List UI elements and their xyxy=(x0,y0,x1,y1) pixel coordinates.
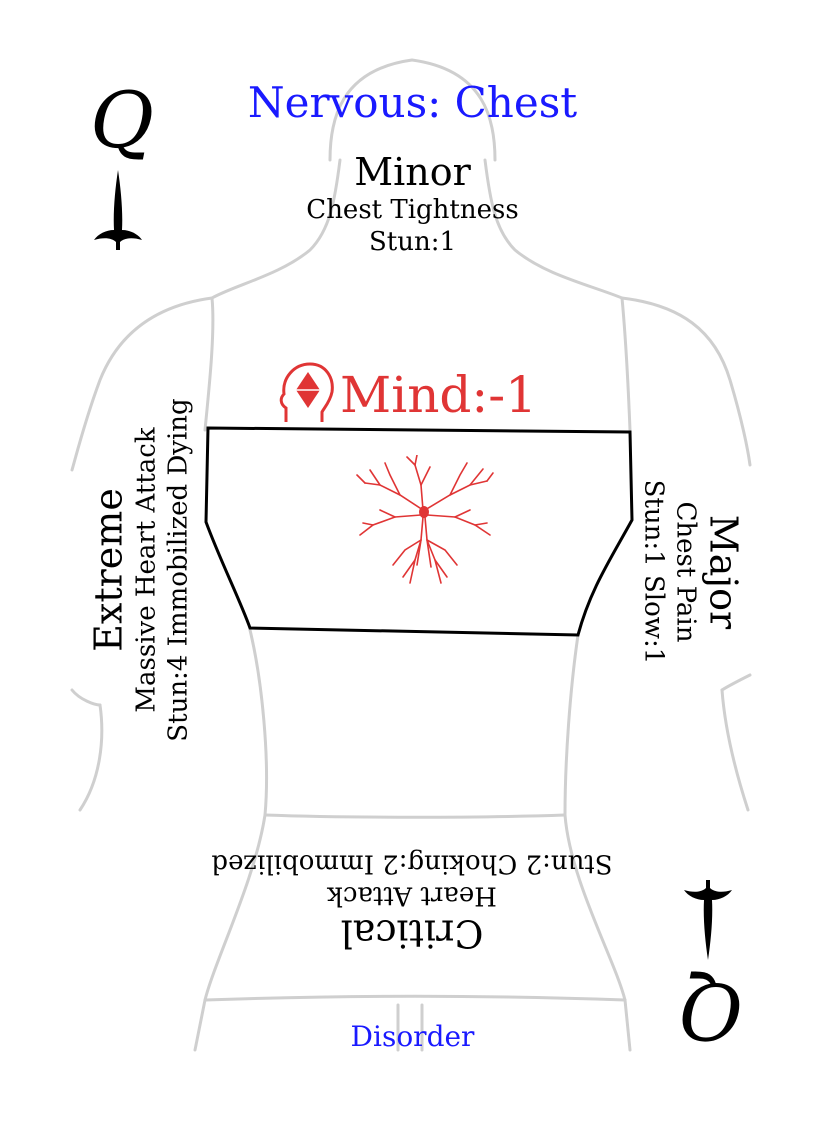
extreme-effect: Massive Heart Attack xyxy=(131,427,162,713)
minor-effect: Chest Tightness xyxy=(306,194,519,225)
extreme-block: Extreme Massive Heart Attack Stun:4 Immo… xyxy=(86,398,196,742)
major-block: Major Chest Pain Stun:1 Slow:1 xyxy=(637,479,746,665)
minor-label: Minor xyxy=(354,150,471,194)
rank-top-left: Q xyxy=(90,76,154,166)
critical-stats: Stun:2 Choking:2 Immobilized xyxy=(211,848,613,879)
extreme-stats: Stun:4 Immobilized Dying xyxy=(163,398,194,742)
minor-stats: Stun:1 xyxy=(368,227,457,258)
critical-effect: Heart Attack xyxy=(327,880,497,911)
major-label: Major xyxy=(701,514,746,630)
mind-text: Mind:-1 xyxy=(340,366,537,424)
card-footer: Disorder xyxy=(350,1020,475,1053)
head-crystal-icon xyxy=(279,362,334,422)
neuron-icon xyxy=(356,455,494,584)
major-effect: Chest Pain xyxy=(670,501,701,643)
spade-pip-icon xyxy=(94,170,142,250)
minor-block: Minor Chest Tightness Stun:1 xyxy=(0,150,825,259)
spade-pip-icon-inverted xyxy=(684,880,732,960)
critical-label: Critical xyxy=(340,911,484,956)
major-stats: Stun:1 Slow:1 xyxy=(638,479,669,665)
extreme-label: Extreme xyxy=(86,488,131,652)
critical-block: Critical Heart Attack Stun:2 Choking:2 I… xyxy=(211,847,613,956)
mind-modifier: Mind:-1 xyxy=(278,355,537,435)
card-title: Nervous: Chest xyxy=(247,78,578,127)
